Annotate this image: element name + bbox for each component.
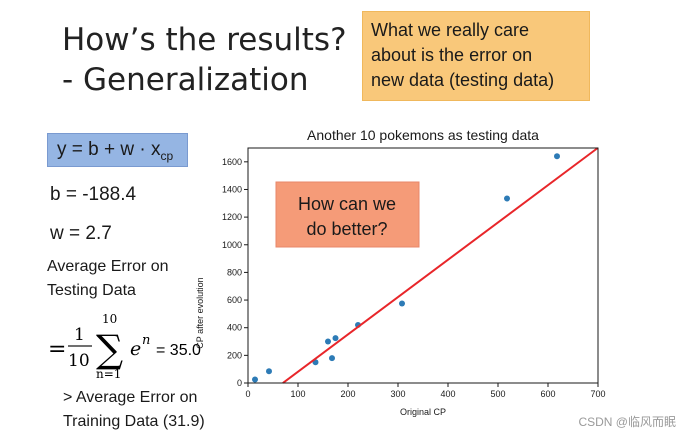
equation-result: = 35.0 <box>156 342 201 359</box>
x-tick-label: 0 <box>245 389 250 399</box>
term-exponent: n <box>142 333 150 348</box>
y-tick-label: 200 <box>227 350 242 360</box>
term-base: e <box>130 338 141 360</box>
care-callout-line3: new data (testing data) <box>371 70 555 90</box>
y-tick-label: 1200 <box>222 212 242 222</box>
data-point <box>325 338 331 345</box>
sigma-symbol: ∑ <box>96 327 123 371</box>
x-tick-label: 200 <box>340 389 355 399</box>
care-callout-line1: What we really care <box>371 20 530 40</box>
y-tick-label: 1400 <box>222 184 242 194</box>
data-points <box>252 153 560 383</box>
data-point <box>504 195 510 202</box>
fit-line <box>282 147 599 384</box>
y-tick-label: 800 <box>227 267 242 277</box>
equals-sign: = <box>48 337 66 362</box>
better-callout-box <box>275 181 420 248</box>
fraction-denominator: 10 <box>68 351 90 371</box>
avg-error-line2: Testing Data <box>47 282 136 299</box>
y-tick-label: 1000 <box>222 240 242 250</box>
better-callout: How can we do better? <box>275 181 420 248</box>
x-axis-label: Original CP <box>400 407 446 417</box>
data-point <box>332 335 339 342</box>
data-point <box>554 153 560 160</box>
care-callout-line2: about is the error on <box>371 45 533 65</box>
scatter-chart: Another 10 pokemons as testing data 0 200… <box>195 127 606 417</box>
slide-title: How’s the results? - Generalization <box>62 20 347 100</box>
average-error-equation: = 1 10 10 ∑ n=1 e n = 35.0 <box>48 312 201 380</box>
model-formula-text: y = b + w · x <box>57 139 161 160</box>
avg-error-label: Average Error on Testing Data <box>47 255 169 303</box>
model-formula-subscript: cp <box>160 148 174 163</box>
avg-error-line1: Average Error on <box>47 258 169 275</box>
w-value: w = 2.7 <box>50 223 112 244</box>
training-error-line2: Training Data (31.9) <box>63 413 205 430</box>
y-tick-label: 600 <box>227 295 242 305</box>
data-point <box>399 300 405 307</box>
data-point <box>266 368 272 375</box>
better-callout-line1: How can we <box>298 194 396 214</box>
plot-frame <box>247 147 599 384</box>
x-tick-label: 600 <box>540 389 555 399</box>
fraction-numerator: 1 <box>74 325 85 345</box>
training-error-line1: > Average Error on <box>63 389 198 406</box>
data-point <box>329 355 335 362</box>
watermark: CSDN @临风而眠 <box>578 415 676 429</box>
y-axis-label: CP after evolution <box>195 277 205 348</box>
x-tick-label: 500 <box>490 389 505 399</box>
x-axis-ticks: 0 100 200 300 400 500 600 700 <box>245 383 606 399</box>
x-tick-label: 700 <box>590 389 605 399</box>
model-formula: y = b + w · xcp <box>47 133 188 167</box>
sum-upper-limit: 10 <box>102 312 117 326</box>
sum-lower-limit: n=1 <box>96 367 121 380</box>
slide-title-line1: How’s the results? <box>62 22 347 58</box>
data-point <box>252 376 258 383</box>
x-tick-label: 300 <box>390 389 405 399</box>
y-tick-label: 400 <box>227 323 242 333</box>
b-value: b = -188.4 <box>50 184 137 205</box>
chart-title: Another 10 pokemons as testing data <box>307 127 539 143</box>
y-axis-ticks: 0 200 400 600 800 1000 1200 1400 1600 <box>222 157 248 388</box>
better-callout-line2: do better? <box>306 219 387 239</box>
slide-title-line2: - Generalization <box>62 62 309 98</box>
x-tick-label: 100 <box>290 389 305 399</box>
y-tick-label: 1600 <box>222 157 242 167</box>
y-tick-label: 0 <box>237 378 242 388</box>
x-tick-label: 400 <box>440 389 455 399</box>
training-error-label: > Average Error on Training Data (31.9) <box>63 386 205 434</box>
care-callout: What we really care about is the error o… <box>362 11 590 101</box>
